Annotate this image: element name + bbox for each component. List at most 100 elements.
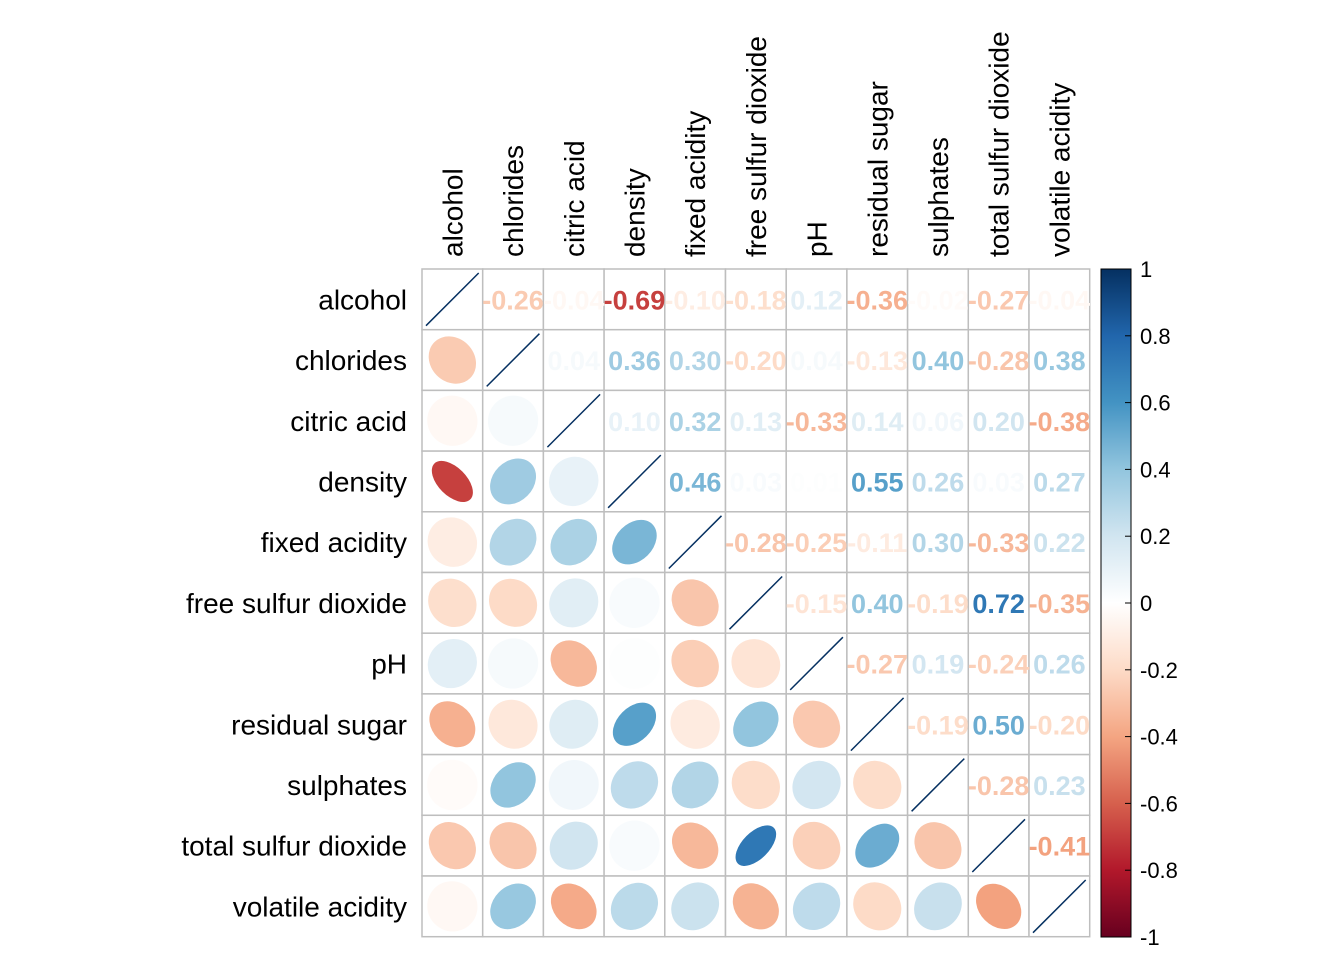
ellipse-mark bbox=[855, 823, 900, 868]
value-label: -0.02 bbox=[907, 285, 969, 315]
diagonal-mark bbox=[425, 272, 480, 327]
column-label: citric acid bbox=[559, 140, 590, 257]
value-label: 0.27 bbox=[1033, 467, 1086, 497]
ellipse-mark bbox=[792, 760, 841, 810]
value-label: 0.46 bbox=[669, 467, 722, 497]
cells: -0.26 -0.04 -0.69 -0.10 -0.18 0.12 -0.36 -0.02-… bbox=[425, 272, 1091, 934]
ellipse-mark bbox=[550, 518, 598, 566]
value-label: 0.01 bbox=[790, 467, 843, 497]
value-label: -0.24 bbox=[968, 650, 1030, 680]
ellipse-mark bbox=[487, 395, 539, 446]
ellipse-mark bbox=[428, 336, 477, 384]
value-label: 0.30 bbox=[669, 346, 722, 376]
ellipse-mark bbox=[671, 579, 719, 627]
diagonal-mark bbox=[850, 697, 905, 752]
value-label: 0.19 bbox=[912, 650, 965, 680]
ellipse-mark bbox=[609, 820, 660, 871]
colorbar-tick-label: 1 bbox=[1140, 257, 1152, 282]
grid-cell bbox=[846, 632, 909, 695]
row-label: residual sugar bbox=[231, 709, 407, 740]
grid-cell bbox=[542, 328, 605, 392]
value-label: -0.13 bbox=[846, 346, 908, 376]
value-label: -0.35 bbox=[1029, 589, 1091, 619]
row-label: fixed acidity bbox=[261, 527, 407, 558]
value-label: -0.04 bbox=[1029, 285, 1091, 315]
value-label: 0.30 bbox=[912, 528, 965, 558]
ellipse-mark bbox=[488, 578, 538, 627]
value-label: 0.12 bbox=[790, 285, 843, 315]
ellipse-mark bbox=[490, 458, 537, 505]
value-label: -0.15 bbox=[786, 589, 848, 619]
colorbar-tick-label: 0.4 bbox=[1140, 457, 1171, 482]
ellipse-mark bbox=[612, 702, 657, 746]
value-label: -0.19 bbox=[907, 589, 969, 619]
value-label: 0.26 bbox=[912, 467, 965, 497]
grid-cell bbox=[967, 693, 1030, 756]
ellipse-mark bbox=[549, 578, 599, 628]
grid-cell bbox=[1028, 753, 1091, 817]
grid-cell bbox=[664, 389, 727, 452]
grid-cell bbox=[785, 511, 848, 574]
ellipse-mark bbox=[609, 577, 660, 629]
value-label: 0.32 bbox=[669, 407, 722, 437]
value-label: 0.55 bbox=[851, 467, 904, 497]
grid-cell bbox=[785, 450, 848, 513]
value-label: -0.33 bbox=[968, 528, 1030, 558]
row-label: free sulfur dioxide bbox=[186, 588, 407, 619]
row-labels: alcohol chlorides citric acid density fixed … bbox=[181, 284, 407, 922]
grid-cell bbox=[967, 753, 1030, 817]
grid-cell bbox=[1028, 693, 1091, 756]
grid-cell bbox=[906, 389, 970, 452]
colorbar-tick-label: -1 bbox=[1140, 925, 1160, 950]
ellipse-mark bbox=[490, 762, 536, 808]
colorbar-tick-label: -0.8 bbox=[1140, 858, 1178, 883]
value-label: 0.13 bbox=[730, 407, 783, 437]
value-label: -0.36 bbox=[846, 285, 908, 315]
grid-cell bbox=[1028, 450, 1091, 513]
value-label: 0.04 bbox=[790, 346, 843, 376]
column-label: pH bbox=[802, 221, 833, 257]
ellipse-mark bbox=[490, 883, 536, 930]
ellipse-mark bbox=[427, 881, 478, 932]
ellipse-mark bbox=[487, 638, 539, 689]
ellipse-mark bbox=[792, 821, 841, 870]
value-label: 0.50 bbox=[972, 710, 1025, 740]
grid-cell bbox=[967, 632, 1030, 695]
value-label: -0.19 bbox=[907, 710, 969, 740]
ellipse-mark bbox=[853, 760, 902, 810]
column-label: volatile acidity bbox=[1044, 83, 1075, 257]
grid-cell bbox=[785, 389, 848, 452]
value-label: 0.06 bbox=[912, 407, 965, 437]
ellipse-mark bbox=[671, 761, 719, 809]
ellipse-mark bbox=[671, 822, 719, 869]
diagonal-mark bbox=[911, 758, 965, 812]
grid-cell bbox=[724, 328, 787, 392]
diagonal-mark bbox=[728, 575, 783, 630]
value-label: -0.10 bbox=[664, 285, 726, 315]
value-label: 0.10 bbox=[608, 407, 661, 437]
row-label: sulphates bbox=[287, 770, 407, 801]
ellipse-mark bbox=[731, 760, 780, 810]
row-label: chlorides bbox=[295, 345, 407, 376]
row-label: pH bbox=[371, 649, 407, 680]
ellipse-mark bbox=[549, 699, 599, 749]
row-label: total sulfur dioxide bbox=[181, 831, 407, 862]
grid-cell bbox=[906, 632, 970, 695]
ellipse-mark bbox=[427, 638, 477, 689]
grid-cell bbox=[846, 268, 909, 331]
value-label: -0.28 bbox=[968, 346, 1030, 376]
value-label: -0.26 bbox=[482, 285, 544, 315]
ellipse-mark bbox=[489, 822, 537, 870]
value-label: -0.27 bbox=[846, 650, 908, 680]
ellipse-mark bbox=[610, 761, 659, 809]
grid-cell bbox=[1028, 571, 1091, 634]
grid-cell bbox=[785, 328, 848, 392]
grid-cell bbox=[1028, 389, 1091, 452]
ellipse-mark bbox=[429, 701, 476, 748]
ellipse-mark bbox=[427, 395, 478, 446]
grid-cell bbox=[1028, 814, 1091, 877]
ellipse-mark bbox=[431, 460, 473, 502]
ellipse-mark bbox=[671, 882, 720, 931]
ellipse-mark bbox=[733, 701, 779, 747]
